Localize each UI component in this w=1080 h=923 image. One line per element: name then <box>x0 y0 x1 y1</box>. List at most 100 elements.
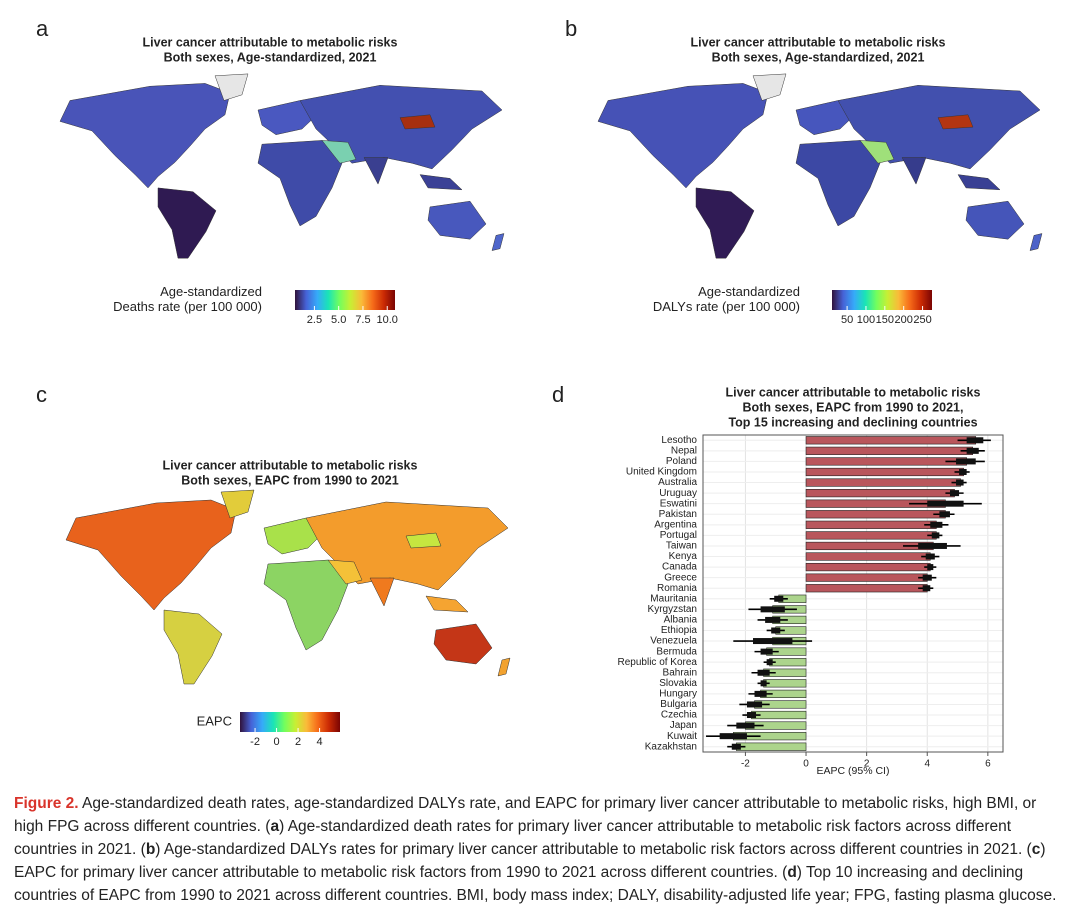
y-tick-label: Portugal <box>660 530 697 541</box>
country-region <box>695 187 755 259</box>
bar <box>763 679 807 688</box>
colorbar-tick-label: 200 <box>895 314 913 326</box>
legend-title: EAPC <box>197 713 232 728</box>
y-tick-label: Venezuela <box>650 636 697 647</box>
country-region <box>263 559 349 651</box>
colorbar-tick-label: 50 <box>841 314 853 326</box>
error-box <box>766 659 773 666</box>
error-box <box>966 447 979 454</box>
error-box <box>956 458 976 465</box>
error-box <box>930 521 943 528</box>
chart-title: Liver cancer attributable to metabolic r… <box>691 35 946 49</box>
error-box <box>746 712 757 719</box>
error-box <box>925 553 935 560</box>
country-region <box>369 577 395 607</box>
world-map <box>65 489 511 685</box>
bar <box>805 531 937 540</box>
colorbar-tick-label: 150 <box>876 314 894 326</box>
y-tick-label: Republic of Korea <box>618 657 698 668</box>
legend-title: Deaths rate (per 100 000) <box>113 299 262 314</box>
country-region <box>419 174 463 191</box>
country-region <box>859 140 895 164</box>
error-box <box>959 468 967 475</box>
country-region <box>901 157 927 185</box>
bar <box>805 552 931 561</box>
bar <box>805 510 946 519</box>
country-region <box>220 489 255 519</box>
y-tick-label: Eswatini <box>660 498 697 509</box>
caption-text: ) Top 10 increasing and declining countr… <box>14 864 1057 904</box>
y-tick-label: Czechia <box>661 710 698 721</box>
caption-text: Figure 2. <box>14 795 79 812</box>
country-region <box>752 73 787 101</box>
error-box <box>760 680 767 687</box>
caption-text: ) Age-standardized DALYs rates for prima… <box>155 841 1032 858</box>
y-tick-label: Nepal <box>671 445 697 456</box>
chart-title: Top 15 increasing and declining countrie… <box>728 415 977 429</box>
colorbar-tick-label: -2 <box>250 736 260 748</box>
error-box <box>939 511 950 518</box>
error-box <box>771 627 781 634</box>
country-region <box>59 83 231 189</box>
bar <box>736 742 807 751</box>
colorbar-tick-label: 250 <box>913 314 931 326</box>
y-tick-label: Australia <box>658 477 697 488</box>
y-tick-label: Argentina <box>654 519 697 530</box>
chart-title: Both sexes, Age-standardized, 2021 <box>712 50 925 64</box>
error-box <box>922 585 931 592</box>
y-tick-label: Kuwait <box>667 731 697 742</box>
country-region <box>965 200 1025 240</box>
error-box <box>765 616 781 623</box>
error-box <box>956 479 964 486</box>
error-box <box>760 648 773 655</box>
error-box <box>966 437 984 444</box>
country-region <box>257 140 343 227</box>
country-region <box>427 200 487 240</box>
colorbar-tick-label: 2.5 <box>307 314 322 326</box>
colorbar-tick-label: 5.0 <box>331 314 346 326</box>
y-tick-label: Romania <box>657 583 697 594</box>
colorbar <box>832 290 932 310</box>
country-region <box>163 609 223 685</box>
figure: a Liver cancer attributable to metabolic … <box>36 16 1043 777</box>
y-tick-label: Albania <box>664 615 698 626</box>
country-region <box>957 174 1001 191</box>
caption-text: b <box>145 841 156 858</box>
country-region <box>937 114 974 130</box>
y-tick-label: Kenya <box>669 551 698 562</box>
panel-label: a <box>36 16 49 41</box>
y-tick-label: Mauritania <box>650 593 697 604</box>
y-tick-label: Kazakhstan <box>645 741 697 752</box>
legend-title: Age-standardized <box>160 284 262 299</box>
y-tick-label: Canada <box>662 562 697 573</box>
error-box <box>754 690 767 697</box>
colorbar <box>295 290 395 310</box>
error-box <box>731 743 741 750</box>
legend-title: Age-standardized <box>698 284 800 299</box>
error-box <box>760 606 785 613</box>
x-tick-label: 0 <box>803 759 809 770</box>
bar <box>805 520 937 529</box>
caption: Figure 2. Age-standardized death rates, … <box>14 792 1066 907</box>
country-region <box>405 532 442 549</box>
country-region <box>65 499 237 611</box>
country-region <box>214 73 249 101</box>
y-tick-label: Greece <box>664 572 697 583</box>
y-tick-label: Bahrain <box>663 667 697 678</box>
country-region <box>327 559 363 585</box>
y-tick-label: Poland <box>666 456 697 467</box>
chart-title: Liver cancer attributable to metabolic r… <box>163 458 418 472</box>
error-box <box>746 701 763 708</box>
error-box <box>927 564 934 571</box>
error-box <box>774 595 784 602</box>
caption-text: Age-standardized death rates, age-standa… <box>14 795 1037 835</box>
error-box <box>719 733 747 740</box>
colorbar-tick-label: 2 <box>295 736 301 748</box>
chart-title: Liver cancer attributable to metabolic r… <box>726 385 981 399</box>
panel-label: c <box>36 382 47 407</box>
colorbar-tick-label: 7.5 <box>355 314 370 326</box>
error-box <box>753 638 793 645</box>
colorbar-tick-label: 4 <box>317 736 323 748</box>
legend-title: DALYs rate (per 100 000) <box>653 299 800 314</box>
